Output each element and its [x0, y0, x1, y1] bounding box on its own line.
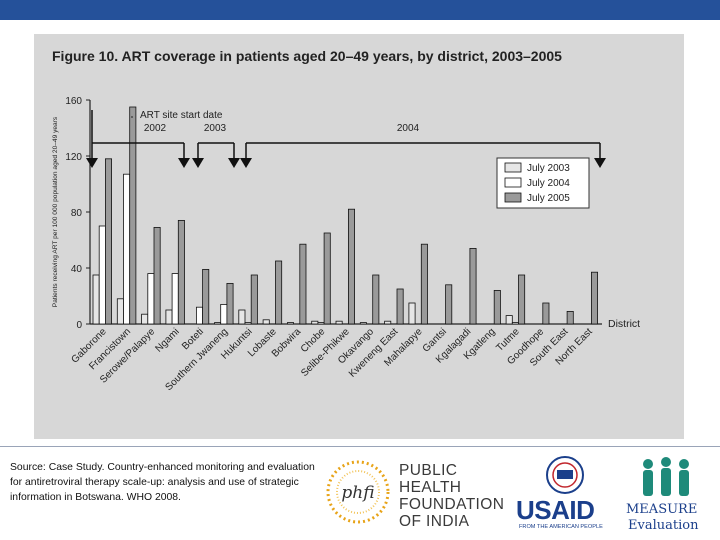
phfi-line: PUBLIC [399, 462, 458, 479]
bar-2003 [311, 320, 319, 325]
bracket-2004-arrow-icon [594, 158, 606, 168]
x-axis-label: District [608, 318, 640, 330]
bracket-2003-arrow-icon [192, 158, 204, 168]
slide-top-bar [0, 0, 720, 20]
measure-people-icon [643, 457, 689, 496]
start-date-label: ART site start date [140, 110, 223, 121]
y-tick-label: 120 [65, 152, 82, 163]
bar-2005 [202, 268, 210, 325]
bar-2005 [469, 247, 477, 325]
year-label: 2004 [397, 123, 420, 134]
y-tick-label: 80 [71, 208, 83, 219]
year-label: 2002 [144, 123, 167, 134]
usaid-logo: USAID FROM THE AMERICAN PEOPLE [510, 456, 620, 536]
usaid-wordmark: USAID [516, 495, 595, 525]
phfi-line: HEALTH [399, 479, 462, 496]
bar-2005 [445, 284, 453, 325]
bar-2005 [566, 310, 574, 325]
bar-2003 [165, 309, 173, 325]
phfi-emblem-icon: phfi [326, 460, 390, 524]
x-category-label: Ngami [153, 326, 181, 354]
bar-2005 [518, 274, 526, 325]
legend-swatch [504, 162, 522, 173]
usaid-seal-icon [546, 456, 584, 494]
bar-2004 [317, 322, 325, 325]
bar-2005 [177, 219, 185, 325]
bar-2003 [92, 274, 100, 325]
bar-2003 [505, 315, 513, 325]
bar-2004 [171, 273, 179, 325]
bar-2003 [384, 320, 392, 325]
bar-2005 [275, 260, 283, 325]
bar-2005 [323, 232, 331, 325]
bar-2003 [359, 322, 367, 325]
bracket-2002-arrow-icon [86, 158, 98, 168]
bar-2003 [214, 322, 222, 325]
bar-2005 [542, 302, 550, 325]
usaid-tagline: FROM THE AMERICAN PEOPLE [519, 524, 603, 530]
bar-2005 [396, 288, 404, 325]
bar-2004 [147, 273, 155, 325]
legend-swatch [504, 192, 522, 203]
footer-divider [0, 446, 720, 447]
bar-2004 [511, 322, 519, 325]
bar-2004 [98, 225, 106, 325]
figure-panel [34, 34, 684, 439]
y-axis-label: Patients receiving ART per 100 000 popul… [52, 116, 59, 307]
bar-2004 [244, 322, 252, 325]
y-tick-label: 40 [71, 264, 83, 275]
bar-2003 [262, 319, 270, 325]
bar-2003 [238, 309, 246, 325]
legend-label: July 2003 [527, 163, 570, 174]
bar-2005 [372, 274, 380, 325]
bar-2003 [286, 322, 294, 325]
phfi-logo: phfi PUBLIC HEALTH FOUNDATION OF INDIA [316, 452, 506, 534]
bar-2005 [129, 106, 137, 325]
year-label: 2003 [204, 123, 227, 134]
y-tick-label: 160 [65, 96, 82, 107]
bar-2004 [195, 306, 203, 325]
y-tick-label: 0 [76, 320, 82, 331]
phfi-line: FOUNDATION [399, 496, 505, 513]
bar-2003 [408, 302, 416, 325]
bar-2005 [493, 289, 501, 325]
bar-2005 [105, 158, 113, 325]
bar-2004 [220, 303, 228, 325]
bar-2005 [153, 226, 161, 325]
legend-label: July 2004 [527, 178, 570, 189]
bar-2003 [141, 313, 149, 325]
measure-logo: MEASURE Evaluation [622, 456, 718, 538]
bar-2005 [250, 274, 258, 325]
bar-2003 [335, 320, 343, 325]
phfi-mark: phfi [341, 483, 374, 503]
bar-2005 [299, 243, 307, 325]
bracket-2004-arrow-icon [240, 158, 252, 168]
bar-2005 [591, 271, 599, 325]
bar-2004 [123, 173, 131, 325]
legend-swatch [504, 177, 522, 188]
source-citation: Source: Case Study. Country-enhanced mon… [10, 462, 315, 503]
figure-title: Figure 10. ART coverage in patients aged… [52, 48, 562, 64]
measure-subtitle: Evaluation [628, 518, 699, 533]
bar-2005 [347, 208, 355, 325]
bracket-2003-arrow-icon [228, 158, 240, 168]
bar-2003 [116, 298, 124, 325]
bracket-2002-arrow-icon [178, 158, 190, 168]
phfi-line: OF INDIA [399, 513, 470, 530]
phfi-wordmark: PUBLIC HEALTH FOUNDATION OF INDIA [399, 462, 504, 530]
bar-2005 [420, 243, 428, 325]
legend-label: July 2005 [527, 193, 570, 204]
measure-wordmark: MEASURE [626, 502, 698, 517]
bar-2005 [226, 282, 234, 325]
